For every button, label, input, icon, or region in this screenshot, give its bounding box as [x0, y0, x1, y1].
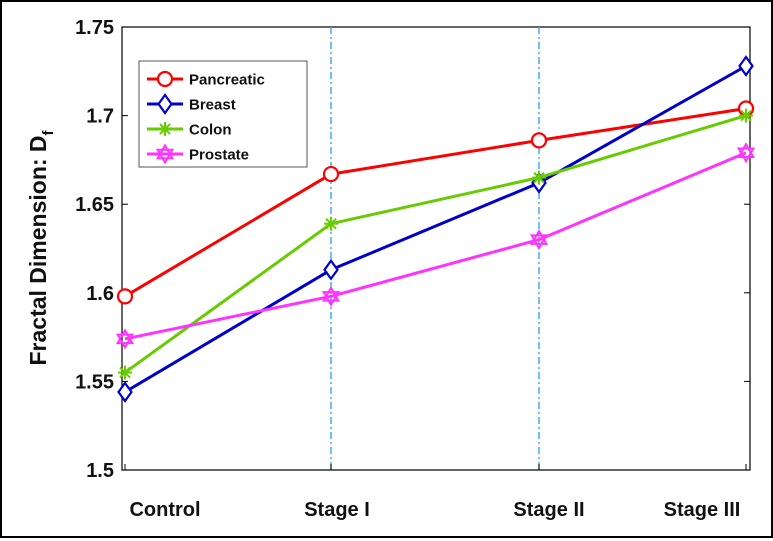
x-tick-label: Stage II [513, 499, 584, 521]
series-layer [115, 55, 756, 403]
asterisk-stroke [740, 109, 752, 122]
x-tick-label: Stage III [664, 499, 741, 521]
legend: Pancreatic Breast Colon Prostate [138, 60, 308, 168]
hexagram-triangle [115, 328, 135, 345]
hexagram-triangle [321, 285, 341, 302]
data-point-colon [532, 170, 546, 185]
legend-item-pancreatic: Pancreatic [147, 70, 265, 89]
asterisk-stroke [533, 171, 545, 184]
asterisk-stroke [119, 366, 131, 379]
data-point-colon [739, 108, 753, 123]
data-point-pancreatic [116, 288, 134, 305]
series-line-breast [124, 64, 747, 394]
hexagram-triangle [155, 148, 175, 165]
legend-label: Prostate [189, 147, 249, 164]
legend-item-colon: Colon [147, 122, 232, 139]
legend-item-prostate: Prostate [147, 143, 249, 165]
asterisk-stroke [159, 123, 171, 135]
legend-item-breast: Breast [147, 93, 236, 115]
series-prostate [115, 142, 756, 350]
y-axis-label-subscript: f [40, 129, 57, 135]
legend-label: Pancreatic [189, 72, 265, 89]
legend-marker-prostate [155, 143, 175, 165]
hexagram-triangle [155, 143, 175, 160]
data-point-breast [738, 55, 754, 77]
x-axis-ticks: Control Stage I Stage II Stage III [124, 464, 747, 521]
y-axis-label: Fractal Dimension: Df [25, 129, 57, 365]
hexagram-triangle [115, 333, 135, 350]
series-line-colon [124, 114, 747, 374]
series-line-prostate [124, 151, 747, 341]
legend-label: Colon [189, 122, 232, 139]
data-point-pancreatic [530, 132, 548, 149]
legend-label: Breast [189, 97, 236, 114]
y-tick-label: 1.6 [86, 283, 114, 305]
y-axis-label-main: Fractal Dimension: D [25, 135, 51, 365]
data-point-colon [324, 216, 338, 231]
asterisk-stroke [325, 217, 337, 230]
y-tick-label: 1.7 [86, 106, 114, 128]
data-point-prostate [321, 285, 341, 307]
legend-marker-breast [157, 93, 173, 115]
data-point-breast [117, 381, 133, 403]
data-point-prostate [115, 328, 135, 350]
y-tick-label: 1.5 [86, 460, 114, 482]
data-point-breast [323, 258, 339, 281]
y-tick-label: 1.55 [75, 371, 114, 393]
data-point-colon [118, 365, 132, 380]
data-point-pancreatic [322, 165, 340, 183]
data-point-prostate [529, 229, 549, 251]
hexagram-triangle [529, 229, 549, 245]
x-tick-label: Stage I [304, 499, 370, 521]
legend-marker-pancreatic [156, 70, 174, 88]
hexagram-triangle [321, 291, 341, 307]
hexagram-triangle [736, 147, 756, 164]
x-tick-label: Control [129, 499, 200, 521]
y-tick-label: 1.65 [75, 194, 114, 216]
data-point-prostate [736, 142, 756, 164]
series-colon [118, 108, 753, 380]
legend-marker-colon [158, 122, 172, 136]
hexagram-triangle [529, 234, 549, 251]
y-tick-label: 1.75 [75, 17, 114, 39]
hexagram-triangle [736, 142, 756, 159]
